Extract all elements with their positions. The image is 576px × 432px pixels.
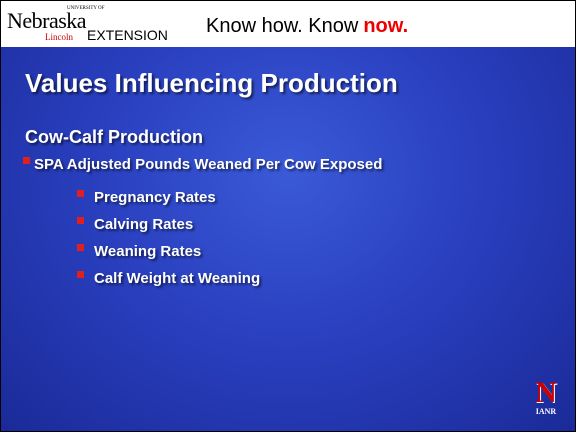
logo-small: UNIVERSITY OF [67, 6, 105, 11]
logo-campus: Lincoln [45, 32, 73, 42]
footer-logo-text: IANR [535, 407, 557, 416]
sub-bullet: Calf Weight at Weaning [77, 270, 260, 287]
logo-name: Nebraska [7, 8, 87, 33]
sub-bullet: Weaning Rates [77, 243, 201, 260]
footer-logo-letter: N [535, 376, 557, 409]
bullet-marker [23, 157, 30, 164]
bullet-text: SPA Adjusted Pounds Weaned Per Cow Expos… [34, 156, 383, 173]
sub-bullet-text: Pregnancy Rates [94, 189, 216, 206]
sub-bullet: Calving Rates [77, 216, 193, 233]
header-bar: Nebraska UNIVERSITY OF Lincoln EXTENSION… [1, 1, 575, 47]
tagline-emphasis: now. [363, 15, 409, 37]
tagline: Know how. Know now. [206, 15, 408, 38]
sub-bullet-text: Weaning Rates [94, 243, 202, 260]
sub-bullet-text: Calving Rates [94, 216, 194, 233]
logo: Nebraska UNIVERSITY OF Lincoln EXTENSION [5, 5, 195, 45]
bullet-marker [77, 271, 84, 278]
bullet: SPA Adjusted Pounds Weaned Per Cow Expos… [23, 156, 382, 173]
sub-bullet: Pregnancy Rates [77, 189, 216, 206]
footer-logo: N IANR [533, 376, 559, 417]
sub-bullet-text: Calf Weight at Weaning [94, 270, 261, 287]
bullet-marker [77, 190, 84, 197]
slide-heading: Cow-Calf Production [25, 127, 203, 147]
bullet-marker [77, 244, 84, 251]
bullet-marker [77, 217, 84, 224]
logo-unit: EXTENSION [87, 27, 168, 43]
tagline-text: Know how. Know [206, 15, 359, 37]
slide-title: Values Influencing Production [25, 68, 398, 98]
